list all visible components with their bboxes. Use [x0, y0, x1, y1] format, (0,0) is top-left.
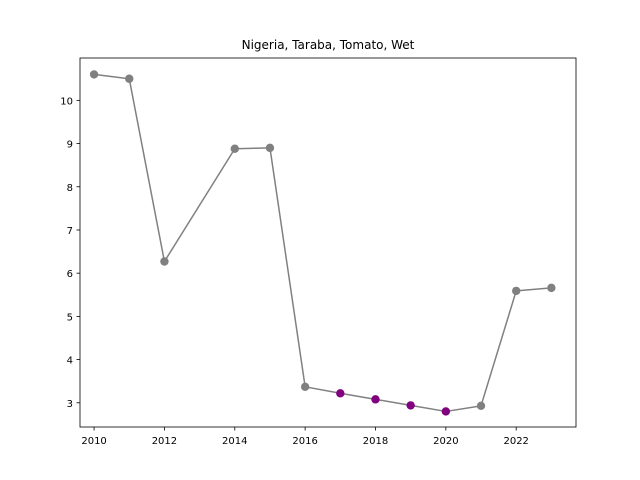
data-point	[125, 74, 134, 83]
data-point	[511, 286, 521, 296]
x-tick-label: 2022	[503, 436, 528, 447]
data-point	[336, 389, 345, 398]
y-tick-label: 6	[67, 269, 73, 280]
x-tick-label: 2018	[363, 436, 388, 447]
y-tick-label: 5	[67, 312, 73, 323]
y-tick-label: 4	[67, 356, 73, 367]
data-point	[230, 144, 239, 153]
x-tick-label: 2016	[292, 436, 317, 447]
chart-title: Nigeria, Taraba, Tomato, Wet	[242, 38, 415, 52]
y-tick-label: 10	[60, 96, 73, 107]
data-point	[406, 401, 415, 410]
y-tick-label: 7	[67, 226, 73, 237]
plot-area	[89, 70, 556, 416]
data-point	[371, 395, 380, 404]
data-point	[476, 401, 486, 411]
x-tick-label: 2012	[152, 436, 177, 447]
data-point	[89, 70, 99, 79]
data-point	[265, 143, 275, 153]
data-point	[547, 283, 556, 293]
axes: 2010 2012 2014 2016 2018 2020 2022 3 4 5 6 7 8 9 10	[60, 57, 577, 447]
data-point	[160, 257, 169, 266]
y-tick-label: 8	[67, 183, 73, 194]
x-tick-label: 2020	[433, 436, 458, 447]
y-tick-label: 9	[67, 140, 73, 151]
x-tick-label: 2014	[222, 436, 247, 447]
data-point	[441, 407, 451, 416]
x-tick-label: 2010	[81, 436, 106, 447]
data-point	[300, 382, 310, 392]
axes-frame	[79, 57, 577, 428]
y-tick-label: 3	[67, 399, 73, 410]
